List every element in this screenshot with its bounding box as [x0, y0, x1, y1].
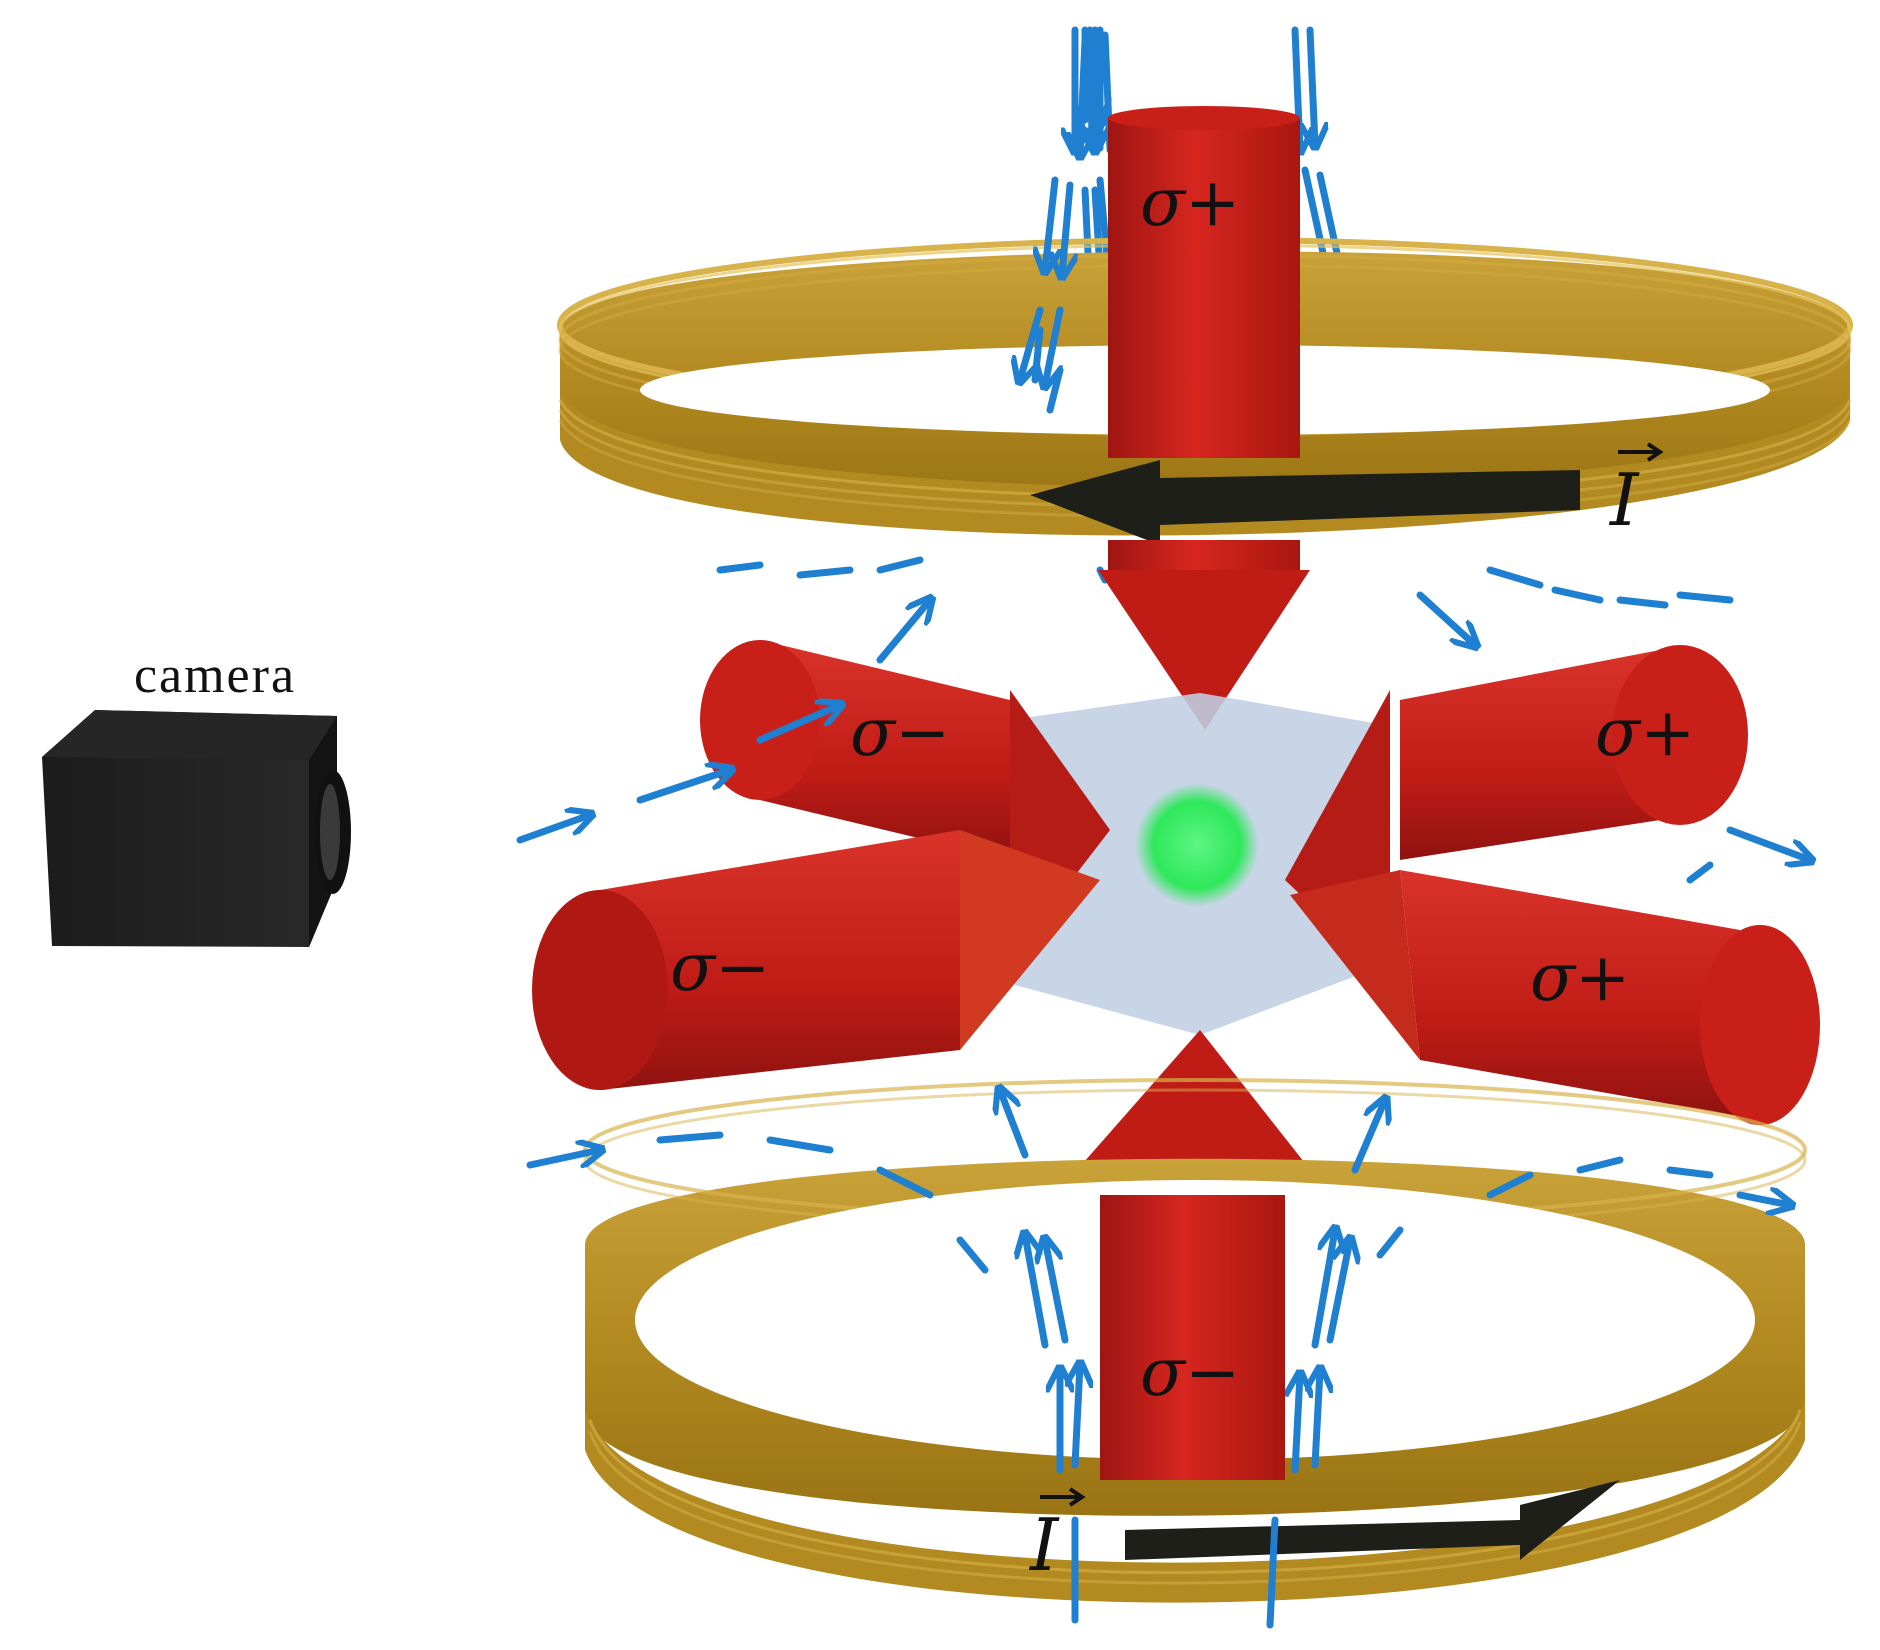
top-current-vector-arrow — [1618, 442, 1664, 462]
atom-cloud — [1135, 783, 1259, 907]
beam-left-back — [700, 640, 1010, 860]
beam-top — [1108, 106, 1300, 458]
camera-label: camera — [134, 647, 296, 704]
beam-bottom-label: σ− — [1140, 1334, 1240, 1411]
beam-right-front-label: σ+ — [1530, 939, 1630, 1016]
bottom-current-arrow — [1125, 1480, 1620, 1560]
camera: camera — [42, 647, 351, 947]
camera-top-face — [42, 710, 337, 760]
magnetic-field-lines-bottom — [516, 26, 1790, 1629]
beam-left-front — [532, 830, 1100, 1090]
beam-right-back — [1400, 645, 1748, 860]
camera-lens-glass — [320, 784, 340, 880]
top-current-arrow — [1030, 460, 1580, 545]
beam-top-label: σ+ — [1140, 164, 1240, 241]
beam-top-cone — [1098, 570, 1310, 730]
beam-bottom — [1100, 1195, 1285, 1480]
bottom-current-vector-arrow — [1040, 1487, 1086, 1507]
camera-body — [42, 710, 337, 947]
beam-right-front — [1290, 870, 1820, 1125]
beam-top-lower — [1108, 540, 1300, 570]
beam-left-back-label: σ− — [850, 694, 950, 771]
beam-bottom-cone — [1055, 1030, 1330, 1195]
bottom-coil-front — [585, 1400, 1805, 1603]
top-current-label: I — [1608, 442, 1664, 542]
top-current-symbol: I — [1608, 458, 1640, 542]
bottom-current-symbol: I — [1028, 1503, 1060, 1587]
beam-right-back-label: σ+ — [1595, 694, 1695, 771]
bottom-current-label: I — [1028, 1487, 1086, 1587]
beam-left-front-label: σ− — [670, 929, 770, 1006]
